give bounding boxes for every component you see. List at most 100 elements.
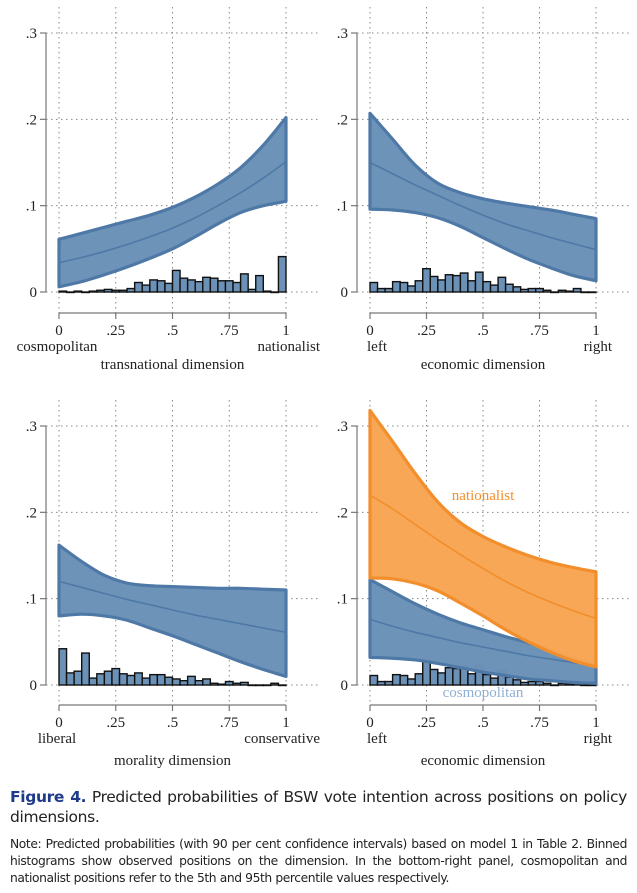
mean-line-predicted-probability bbox=[58, 580, 287, 634]
histogram-bar bbox=[550, 291, 560, 294]
histogram-bar bbox=[149, 673, 159, 686]
histogram-bar bbox=[580, 684, 590, 687]
histogram-bar bbox=[80, 652, 90, 686]
histogram-bar bbox=[535, 680, 544, 686]
histogram-bar bbox=[202, 276, 212, 293]
histogram-bar bbox=[156, 280, 166, 293]
histogram-bar bbox=[133, 672, 143, 686]
histogram-bar bbox=[489, 284, 499, 293]
histogram-bar bbox=[111, 289, 121, 293]
histogram-bar bbox=[437, 279, 447, 293]
histogram-bar bbox=[542, 289, 552, 293]
histogram-bar bbox=[186, 675, 196, 686]
x-tick-label: .5 bbox=[477, 323, 488, 339]
histogram-bar bbox=[224, 680, 234, 686]
histogram-bar bbox=[497, 276, 507, 293]
x-axis-title: morality dimension bbox=[114, 753, 232, 769]
histogram-bar bbox=[369, 674, 379, 686]
histogram-bar bbox=[384, 287, 394, 293]
mean-line-cosmopolitan bbox=[369, 618, 597, 667]
histogram-bar bbox=[262, 290, 272, 293]
y-tick-label: .3 bbox=[337, 26, 348, 42]
histogram-bar bbox=[239, 681, 249, 686]
histogram-bar bbox=[255, 684, 265, 687]
histogram-bar bbox=[391, 280, 401, 293]
histogram-bar bbox=[459, 272, 469, 293]
histogram-bar bbox=[141, 284, 151, 293]
histogram-bar bbox=[406, 678, 416, 686]
histogram-bar bbox=[96, 289, 106, 293]
histogram-bar bbox=[80, 291, 90, 294]
histogram-bar bbox=[149, 279, 159, 293]
histogram-bar bbox=[527, 680, 537, 686]
histogram-bar bbox=[467, 673, 477, 686]
histogram-bar bbox=[232, 682, 242, 686]
histogram-bar bbox=[202, 678, 212, 686]
x-end-label-high: right bbox=[584, 339, 613, 355]
histogram-bar bbox=[164, 282, 174, 293]
x-tick-label: .75 bbox=[220, 323, 239, 339]
mean-line-predicted-probability bbox=[58, 160, 287, 264]
x-end-label-low: left bbox=[367, 731, 388, 747]
x-axis-title: transnational dimension bbox=[101, 357, 245, 373]
x-axis-title: economic dimension bbox=[421, 357, 546, 373]
ci-band-nationalist bbox=[368, 408, 598, 669]
histogram-bar bbox=[194, 280, 204, 293]
histogram-bar bbox=[580, 291, 590, 294]
histogram-bar bbox=[126, 287, 136, 293]
y-tick-label: 0 bbox=[30, 678, 38, 694]
annotation-cosmopolitan: cosmopolitan bbox=[443, 685, 524, 701]
x-end-label-high: right bbox=[584, 731, 613, 747]
x-tick-label: 0 bbox=[55, 323, 63, 339]
histogram-bar bbox=[186, 279, 196, 293]
histogram-bar bbox=[414, 673, 424, 686]
histogram-bar bbox=[467, 280, 477, 293]
y-tick-label: 0 bbox=[30, 285, 38, 301]
histogram-bar bbox=[422, 660, 431, 686]
histogram-bar bbox=[550, 684, 560, 687]
histogram-bar bbox=[224, 280, 234, 293]
histogram-bar bbox=[542, 682, 552, 686]
x-tick-label: .25 bbox=[106, 715, 125, 731]
histogram-bar bbox=[270, 291, 280, 294]
histogram-bar bbox=[512, 286, 522, 293]
x-tick-label: 1 bbox=[592, 323, 600, 339]
y-tick-label: 0 bbox=[341, 285, 349, 301]
histogram-bar bbox=[429, 668, 439, 686]
histogram-bar bbox=[118, 289, 128, 293]
histogram-bar bbox=[73, 670, 83, 686]
histogram-bar bbox=[156, 673, 166, 686]
y-tick-label: .3 bbox=[26, 26, 37, 42]
x-end-label-high: conservative bbox=[244, 731, 320, 747]
y-tick-label: .3 bbox=[26, 419, 37, 435]
histogram-bar bbox=[422, 267, 431, 293]
histogram-bar bbox=[88, 677, 98, 686]
histogram-bar bbox=[444, 667, 454, 686]
histogram-bar bbox=[141, 677, 151, 686]
mean-line-predicted-probability bbox=[369, 161, 597, 251]
histogram-bar bbox=[65, 672, 75, 686]
y-tick-label: .1 bbox=[337, 592, 348, 608]
histogram-bar bbox=[519, 288, 529, 293]
histogram-bar bbox=[444, 274, 454, 293]
histogram-bar bbox=[437, 672, 447, 686]
histogram-bar bbox=[126, 674, 136, 686]
y-tick-label: .3 bbox=[337, 419, 348, 435]
histogram-bar bbox=[103, 670, 113, 686]
y-tick-label: .1 bbox=[26, 592, 37, 608]
histogram-bar bbox=[452, 667, 462, 686]
histogram-bar bbox=[535, 287, 544, 293]
figure-note: Note: Predicted probabilities (with 90 p… bbox=[10, 837, 627, 885]
histogram-bar bbox=[504, 676, 514, 686]
x-tick-label: .75 bbox=[530, 715, 549, 731]
histogram-bar bbox=[255, 274, 265, 293]
histogram-bar bbox=[376, 287, 386, 293]
histogram-bar bbox=[482, 673, 492, 686]
histogram-bar bbox=[384, 680, 394, 686]
ci-band-predicted-probability bbox=[368, 111, 598, 283]
figure-panels: 0 .1 .2 .3 0 .25 .5 .75 1 cosmopolitan nationalist… bbox=[17, 7, 630, 769]
histogram-bar bbox=[194, 679, 204, 686]
chart-panel-bottom-right: 0 .1 .2 .3 0 .25 .5 .75 1 left right economic dimen… bbox=[337, 400, 630, 769]
y-tick-label: .2 bbox=[337, 112, 348, 128]
x-end-label-high: nationalist bbox=[258, 339, 321, 355]
